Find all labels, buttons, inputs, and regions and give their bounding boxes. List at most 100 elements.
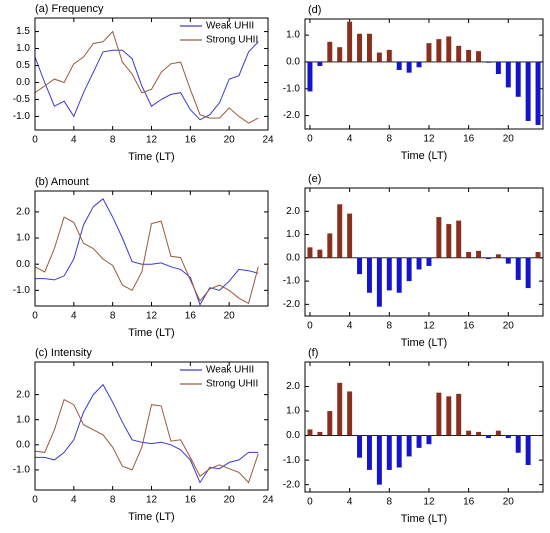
x-tick-label: 8 bbox=[387, 134, 393, 145]
x-axis-label: Time (LT) bbox=[401, 337, 447, 349]
bar bbox=[456, 220, 462, 258]
y-tick-label: 1.0 bbox=[16, 414, 30, 425]
legend-label: Strong UHII bbox=[206, 379, 258, 390]
bar bbox=[347, 391, 353, 436]
x-tick-label: 12 bbox=[423, 321, 435, 332]
bar bbox=[376, 435, 382, 485]
bar bbox=[436, 392, 442, 436]
y-tick-label: 2.0 bbox=[16, 389, 30, 400]
y-tick-label: 1.0 bbox=[16, 43, 30, 54]
bar bbox=[307, 61, 313, 92]
bar bbox=[307, 429, 313, 436]
x-tick-label: 12 bbox=[146, 495, 158, 506]
bar bbox=[505, 435, 511, 439]
x-tick-label: 16 bbox=[463, 321, 475, 332]
bar bbox=[307, 247, 313, 258]
y-tick-label: 2.0 bbox=[286, 206, 300, 217]
x-axis-label: Time (LT) bbox=[401, 150, 447, 162]
bar bbox=[485, 257, 491, 259]
x-tick-label: 24 bbox=[262, 135, 274, 146]
x-tick-label: 12 bbox=[423, 497, 435, 508]
y-tick-label: 0.0 bbox=[16, 77, 30, 88]
bar bbox=[476, 250, 482, 258]
bar bbox=[456, 45, 462, 62]
bar bbox=[515, 257, 521, 280]
y-tick-label: 2.0 bbox=[286, 381, 300, 392]
y-tick-label: -2.0 bbox=[283, 479, 301, 490]
bar bbox=[327, 233, 333, 258]
bar bbox=[525, 435, 531, 466]
bar bbox=[485, 61, 491, 63]
bar bbox=[495, 430, 501, 436]
bar bbox=[406, 61, 412, 73]
y-tick-label: -2.0 bbox=[283, 110, 301, 121]
bar bbox=[466, 49, 472, 62]
x-tick-label: 4 bbox=[71, 135, 77, 146]
bar bbox=[436, 39, 442, 62]
bar bbox=[426, 43, 432, 62]
x-tick-label: 8 bbox=[387, 321, 393, 332]
bar bbox=[525, 61, 531, 121]
bar bbox=[446, 36, 452, 62]
bar bbox=[396, 61, 402, 70]
x-tick-label: 20 bbox=[503, 321, 515, 332]
bar bbox=[337, 47, 343, 62]
bar bbox=[337, 382, 343, 436]
x-tick-label: 16 bbox=[463, 134, 475, 145]
bar bbox=[515, 61, 521, 97]
x-tick-label: 0 bbox=[32, 495, 38, 506]
bar bbox=[535, 61, 541, 125]
y-tick-label: -1.0 bbox=[13, 465, 31, 476]
y-tick-label: 1.0 bbox=[286, 406, 300, 417]
plot-frame bbox=[304, 361, 544, 493]
bar bbox=[416, 257, 422, 270]
x-tick-label: 8 bbox=[110, 495, 116, 506]
bar bbox=[436, 217, 442, 258]
bar bbox=[416, 61, 422, 68]
bar bbox=[357, 435, 363, 458]
x-tick-label: 4 bbox=[347, 134, 353, 145]
bar bbox=[535, 252, 541, 258]
legend-label: Strong UHII bbox=[206, 35, 258, 46]
panel-title: (d) bbox=[308, 4, 321, 16]
bar bbox=[495, 61, 501, 74]
bar bbox=[466, 430, 472, 436]
x-tick-label: 20 bbox=[224, 495, 236, 506]
bar bbox=[476, 431, 482, 436]
bar bbox=[386, 435, 392, 470]
series-line bbox=[34, 30, 259, 124]
panel-title: (a) Frequency bbox=[35, 3, 104, 15]
y-tick-label: 1.0 bbox=[286, 229, 300, 240]
x-tick-label: 12 bbox=[146, 135, 158, 146]
bar bbox=[327, 411, 333, 436]
legend-label: Weak UHII bbox=[206, 365, 254, 376]
y-tick-label: 0.0 bbox=[286, 57, 300, 68]
x-tick-label: 12 bbox=[146, 311, 158, 322]
series-line bbox=[35, 198, 259, 306]
bar bbox=[357, 33, 363, 62]
bar bbox=[376, 52, 382, 62]
y-tick-label: 0.5 bbox=[16, 60, 30, 71]
y-tick-label: -1.0 bbox=[283, 276, 301, 287]
plot-frame bbox=[34, 361, 269, 491]
x-tick-label: 20 bbox=[224, 311, 236, 322]
bar bbox=[317, 431, 323, 436]
x-tick-label: 24 bbox=[262, 495, 274, 506]
x-tick-label: 16 bbox=[185, 135, 197, 146]
x-tick-label: 0 bbox=[307, 321, 313, 332]
series-line bbox=[34, 41, 259, 121]
bar bbox=[406, 257, 412, 282]
plot-frame bbox=[304, 18, 544, 130]
series-line bbox=[35, 383, 259, 484]
bar bbox=[366, 257, 372, 293]
x-tick-label: 8 bbox=[387, 497, 393, 508]
y-tick-label: -1.0 bbox=[283, 83, 301, 94]
bar bbox=[317, 249, 323, 258]
x-tick-label: 0 bbox=[32, 311, 38, 322]
plot-frame bbox=[34, 190, 269, 307]
bar bbox=[386, 257, 392, 291]
bar bbox=[466, 252, 472, 258]
bar bbox=[456, 393, 462, 436]
x-tick-label: 12 bbox=[423, 134, 435, 145]
bar bbox=[327, 41, 333, 62]
